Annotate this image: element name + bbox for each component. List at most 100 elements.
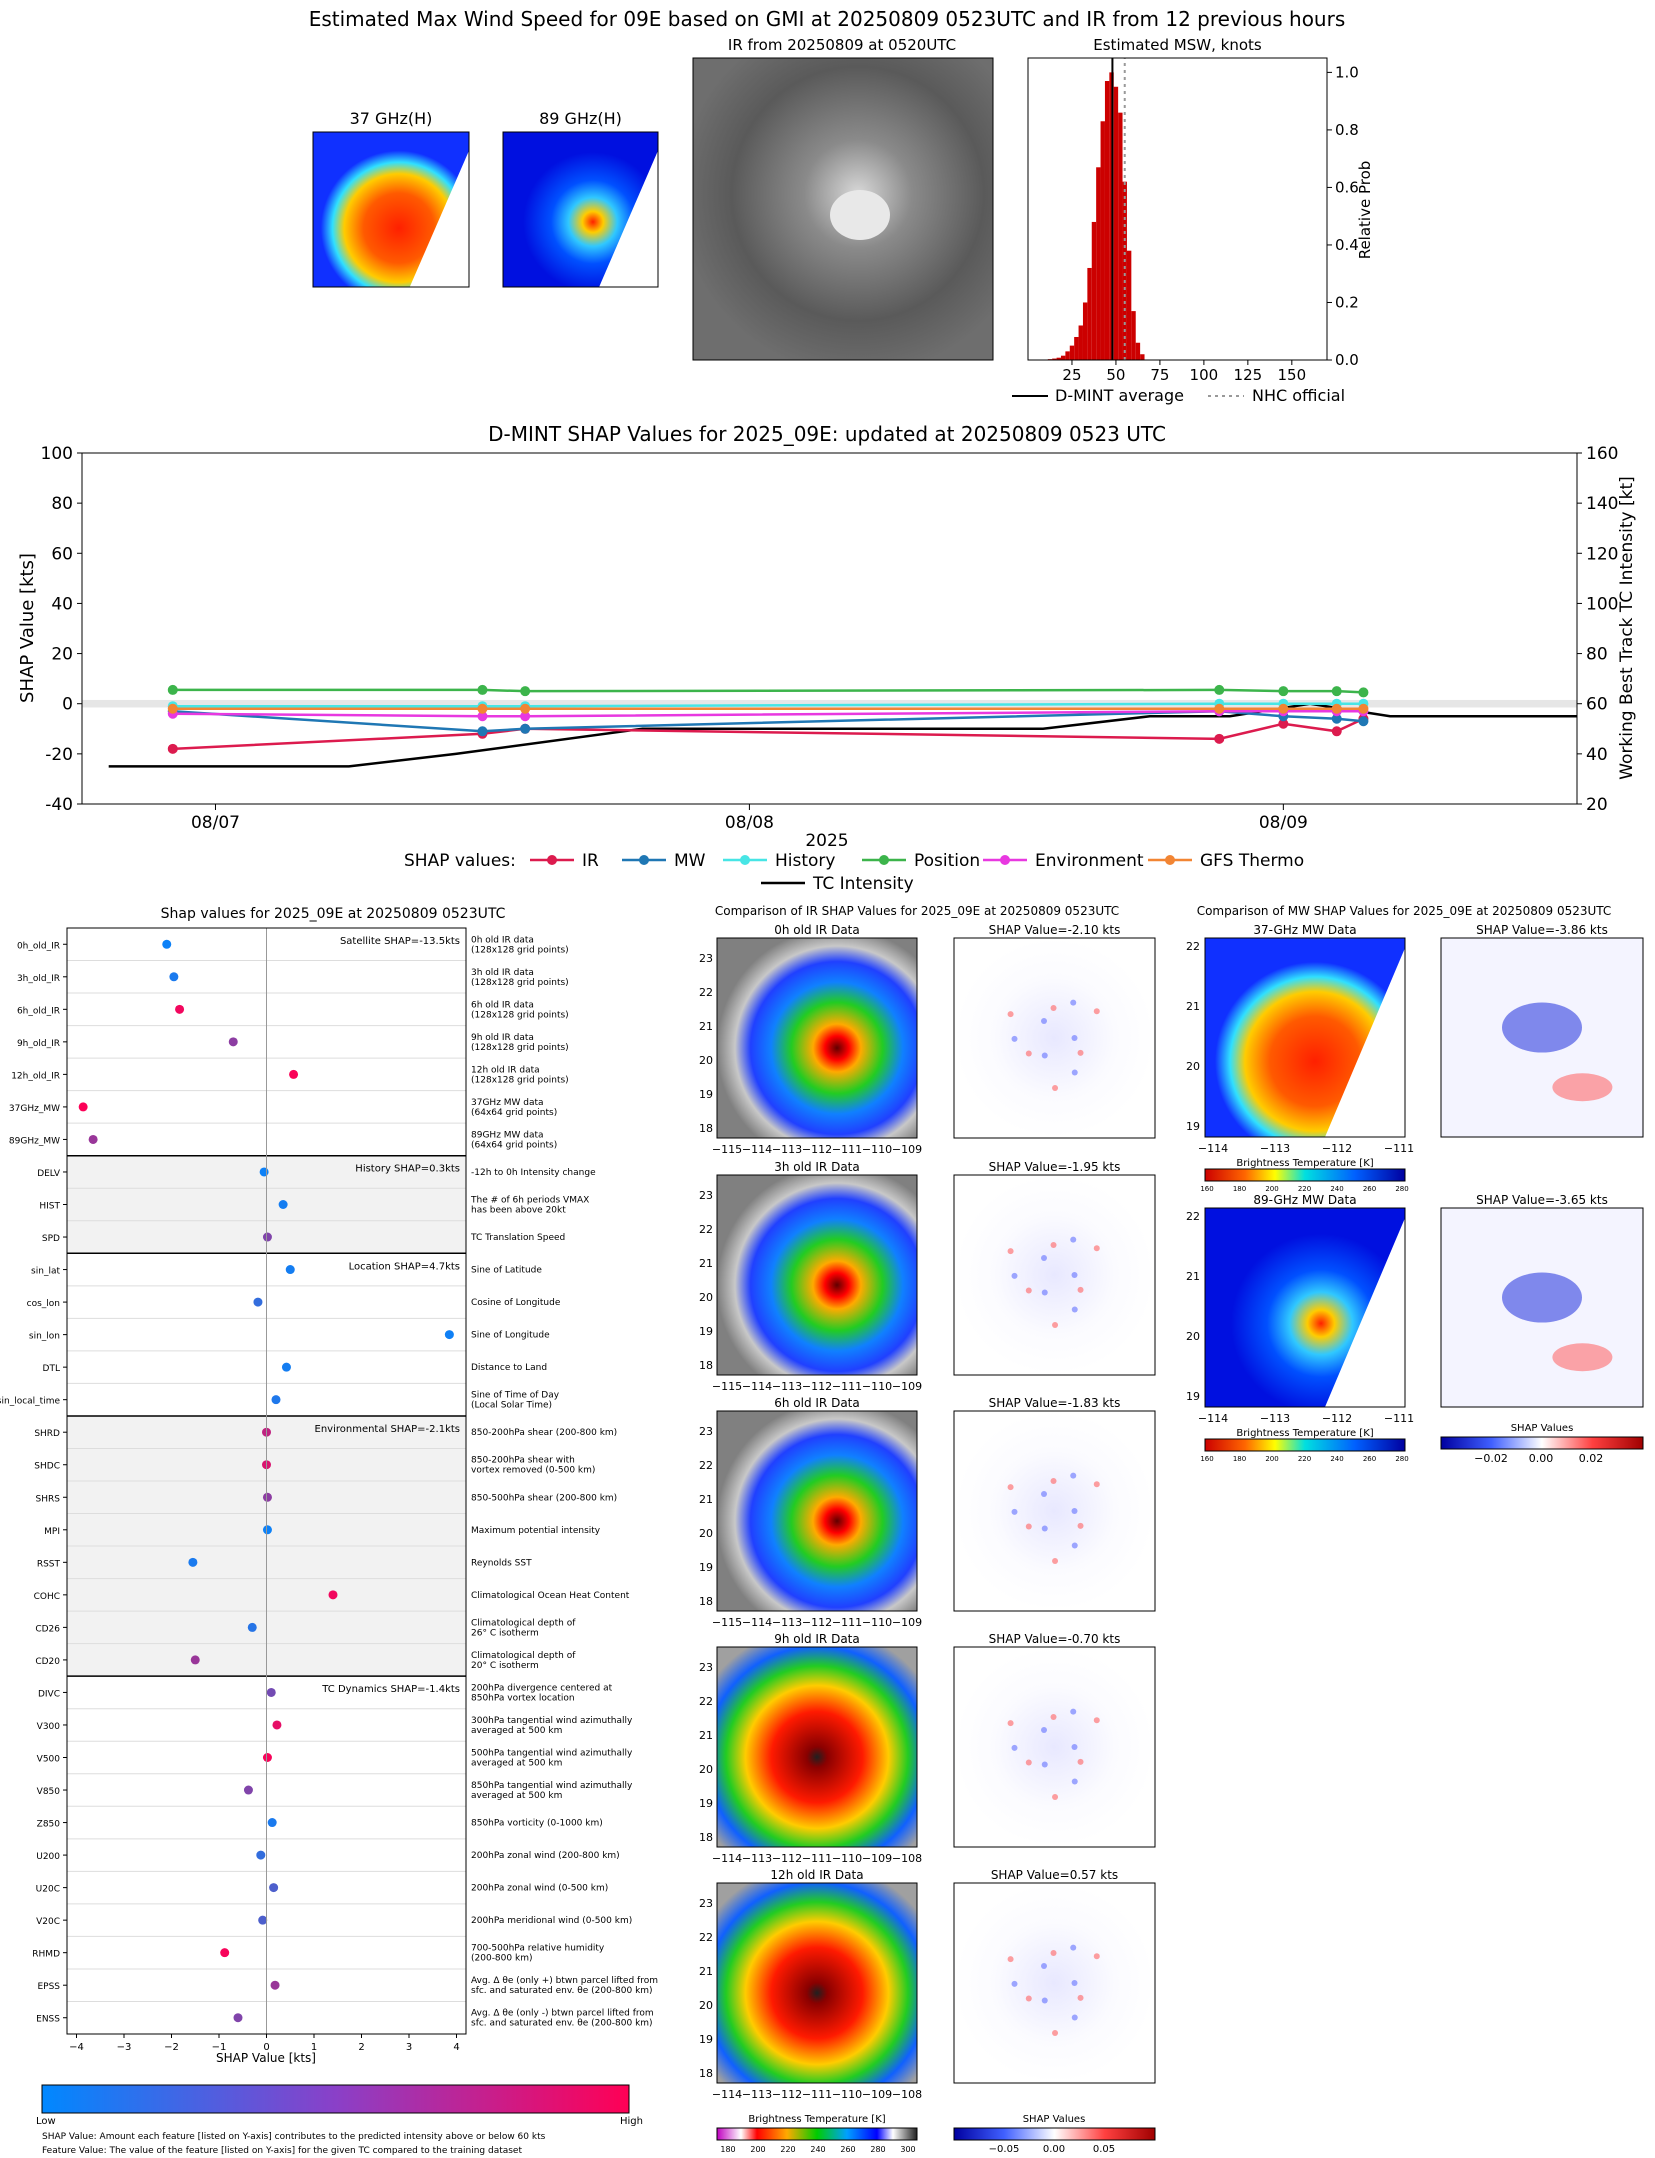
feature-description: 850-500hPa shear (200-800 km): [471, 1493, 617, 1503]
shap-ts-xtick-label: 08/09: [1259, 813, 1308, 833]
mw-row-ytick-label: 21: [1186, 1000, 1200, 1013]
feature-description: 200hPa zonal wind (200-800 km): [471, 1851, 620, 1861]
ir-row-shap-blob: [1007, 1720, 1014, 1727]
feature-name: V300: [37, 1722, 61, 1732]
feature-description: (64x64 grid points): [471, 1108, 557, 1118]
ir-row-shap-label: SHAP Value=-2.10 kts: [989, 923, 1121, 937]
ir-row-ytick-label: 23: [699, 1189, 713, 1202]
ir-row-xtick-label: −109: [862, 1852, 892, 1865]
feature-description: Avg. Δ θe (only -) btwn parcel lifted fr…: [471, 2009, 654, 2019]
ir-row-ytick-label: 22: [699, 1459, 713, 1472]
ir-row-image: [717, 938, 917, 1138]
mw-bt-colorbar-tick: 280: [1395, 1455, 1408, 1463]
ir-row-ytick-label: 18: [699, 1122, 713, 1135]
ir-row-shap-blob: [1077, 1286, 1084, 1293]
feature-shap-point: [267, 1818, 277, 1828]
legend-mw: MW: [674, 851, 706, 871]
feature-description: The # of 6h periods VMAX: [470, 1196, 589, 1206]
footnote-feature: Feature Value: The value of the feature …: [42, 2146, 522, 2156]
feature-description: 850hPa vortex location: [471, 1693, 575, 1703]
ir-row-ytick-label: 21: [699, 1729, 713, 1742]
legend-ir-marker: [547, 855, 557, 865]
ir-row-frame: [716, 1410, 918, 1612]
mw-bt-colorbar-tick: 200: [1265, 1455, 1278, 1463]
feature-description: 3h old IR data: [471, 968, 534, 978]
mw37-panel-frame: [312, 131, 470, 288]
colorbar-high-label: High: [620, 2116, 643, 2127]
feature-description: 500hPa tangential wind azimuthally: [471, 1749, 633, 1759]
ir-row-shap-blob: [1077, 1758, 1084, 1765]
ir-row-shap-blob: [1077, 1049, 1084, 1056]
mw-row-ytick-label: 22: [1186, 1210, 1200, 1223]
ir-row-xtick-label: −109: [892, 1616, 922, 1629]
ir-row-ytick-label: 19: [699, 2033, 713, 2046]
feature-description: 89GHz MW data: [471, 1130, 544, 1140]
ir-row-xtick-label: −108: [892, 1852, 922, 1865]
ir-row-xtick-label: −108: [892, 2088, 922, 2101]
feature-name: RSST: [37, 1559, 61, 1569]
ir-row-shap-blob: [1050, 1950, 1057, 1957]
feature-name: DELV: [37, 1169, 61, 1179]
ir-row-ytick-label: 20: [699, 1291, 713, 1304]
feature-description: vortex removed (0-500 km): [471, 1466, 595, 1476]
shap-ts-position-point: [520, 686, 531, 697]
mw-bt-colorbar: [1204, 1168, 1406, 1182]
ir-row-shap-blob: [1007, 1011, 1014, 1018]
mw-bt-colorbar-tick: 240: [1330, 1455, 1343, 1463]
mw37-panel-swath-edge: [409, 150, 469, 287]
ir-row-shap-blob: [1052, 1793, 1059, 1800]
feature-shap-point: [228, 1037, 238, 1047]
feature-shap-point: [233, 2013, 243, 2023]
feature-name: 9h_old_IR: [17, 1039, 60, 1049]
ir-row-label: 6h old IR Data: [774, 1396, 860, 1410]
ir-row-shap-frame: [953, 1174, 1156, 1376]
feature-shap-point: [444, 1330, 454, 1340]
ir-row-shap-blob: [1050, 1005, 1057, 1012]
ir-row-xtick-label: −111: [802, 1852, 832, 1865]
mw-row-frame: [1204, 1207, 1406, 1408]
ir-row-shap-blob: [1007, 1484, 1014, 1491]
shap-ts-ir-point: [1278, 718, 1289, 729]
ir-bt-colorbar-tick: 220: [780, 2145, 795, 2154]
mw-row-xtick-label: −114: [1198, 1412, 1228, 1425]
ir-row-shap-blob: [1071, 1306, 1078, 1313]
feature-xtick-label: 2: [358, 2042, 364, 2053]
ir-row-shap-blob: [1093, 1717, 1100, 1724]
feature-shap-point: [78, 1102, 88, 1112]
feature-description: 700-500hPa relative humidity: [471, 1944, 605, 1954]
feature-name: CD20: [35, 1657, 60, 1667]
ir-row-shap-blob: [1050, 1714, 1057, 1721]
ir-row-xtick-label: −112: [802, 1143, 832, 1156]
feature-description: (200-800 km): [471, 1954, 532, 1964]
ir-row-frame: [716, 1882, 918, 2084]
ir-row-label: 0h old IR Data: [774, 923, 860, 937]
feature-xtick-label: −2: [164, 2042, 179, 2053]
ir-bt-colorbar-tick: 240: [810, 2145, 825, 2154]
hist-bar: [1082, 302, 1088, 360]
ir-row-shap-blob: [1070, 999, 1077, 1006]
feature-shap-point: [175, 1004, 185, 1014]
feature-name: DTL: [43, 1364, 60, 1374]
ir-row-label: 12h old IR Data: [770, 1868, 863, 1882]
ir-row-ytick-label: 19: [699, 1561, 713, 1574]
hist-bar: [1056, 357, 1061, 360]
ir-row-ytick-label: 18: [699, 2067, 713, 2080]
shap-ts-y2tick-label: 80: [1586, 645, 1608, 665]
shap-ts-gfs-thermo-point: [1358, 703, 1369, 714]
shap-ts-environment-point: [477, 711, 488, 722]
feature-description: 200hPa zonal wind (0-500 km): [471, 1884, 608, 1894]
feature-description: Distance to Land: [471, 1363, 547, 1373]
mw-bt-colorbar-tick: 260: [1363, 1185, 1376, 1193]
mw-row-label: 37-GHz MW Data: [1253, 923, 1356, 937]
shap-ts-position-line: [172, 688, 1364, 694]
hist-bar: [1140, 354, 1145, 360]
ir-row-xtick-label: −109: [892, 1143, 922, 1156]
ir-row-label: 3h old IR Data: [774, 1160, 860, 1174]
shap-ts-gfs-thermo-point: [167, 703, 178, 714]
hist-bar: [1096, 167, 1101, 360]
feature-name: DIVC: [38, 1689, 60, 1699]
ir-row-shap-frame: [953, 937, 1156, 1139]
ir-row-shap-blob: [1041, 1761, 1048, 1768]
feature-xtick-label: 0: [263, 2042, 269, 2053]
